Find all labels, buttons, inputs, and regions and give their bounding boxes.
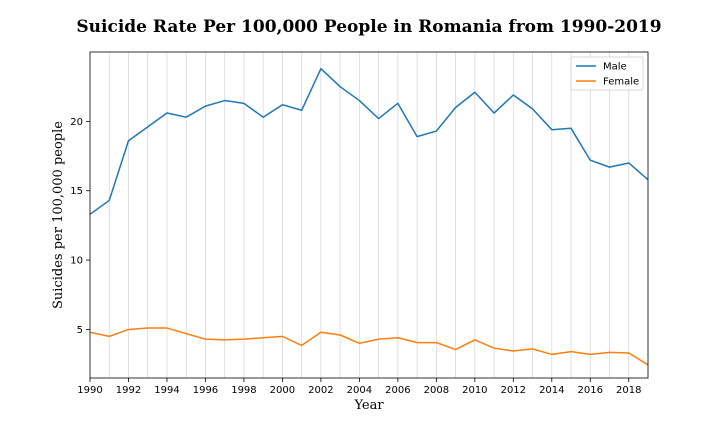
y-axis-ticks: 5 10 15 20 [70, 117, 90, 336]
x-axis-label: Year [353, 398, 384, 413]
x-axis-ticks: 1990 1992 1994 1996 1998 2000 2002 2004 2006 2008… [77, 378, 641, 396]
x-tick-label: 1994 [154, 385, 179, 396]
x-tick-label: 2006 [385, 385, 410, 396]
x-tick-label: 1992 [116, 385, 141, 396]
x-tick-label: 2008 [424, 385, 449, 396]
x-tick-label: 2000 [270, 385, 295, 396]
series-line-male [89, 67, 649, 215]
x-tick-label: 2014 [539, 385, 564, 396]
grid-lines [108, 52, 630, 378]
x-tick-label: 1998 [231, 385, 256, 396]
legend-label-male: Male [603, 62, 627, 73]
x-tick-label: 2018 [616, 385, 641, 396]
y-axis-label: Suicides per 100,000 people [51, 121, 66, 309]
legend-label-female: Female [603, 77, 639, 88]
x-tick-label: 2012 [501, 385, 526, 396]
y-tick-label: 15 [70, 186, 83, 197]
x-tick-label: 2016 [578, 385, 603, 396]
x-tick-label: 2004 [347, 385, 372, 396]
y-tick-label: 5 [77, 325, 83, 336]
chart-title: Suicide Rate Per 100,000 People in Roman… [76, 17, 661, 37]
x-tick-label: 2010 [462, 385, 487, 396]
series-line-female [89, 327, 649, 366]
y-tick-label: 20 [70, 117, 83, 128]
legend: Male Female [570, 56, 644, 91]
y-tick-label: 10 [70, 256, 83, 267]
x-tick-label: 1996 [193, 385, 218, 396]
x-tick-label: 1990 [77, 385, 102, 396]
x-tick-label: 2002 [308, 385, 333, 396]
plot-frame [89, 51, 649, 379]
series-lines [89, 67, 649, 366]
